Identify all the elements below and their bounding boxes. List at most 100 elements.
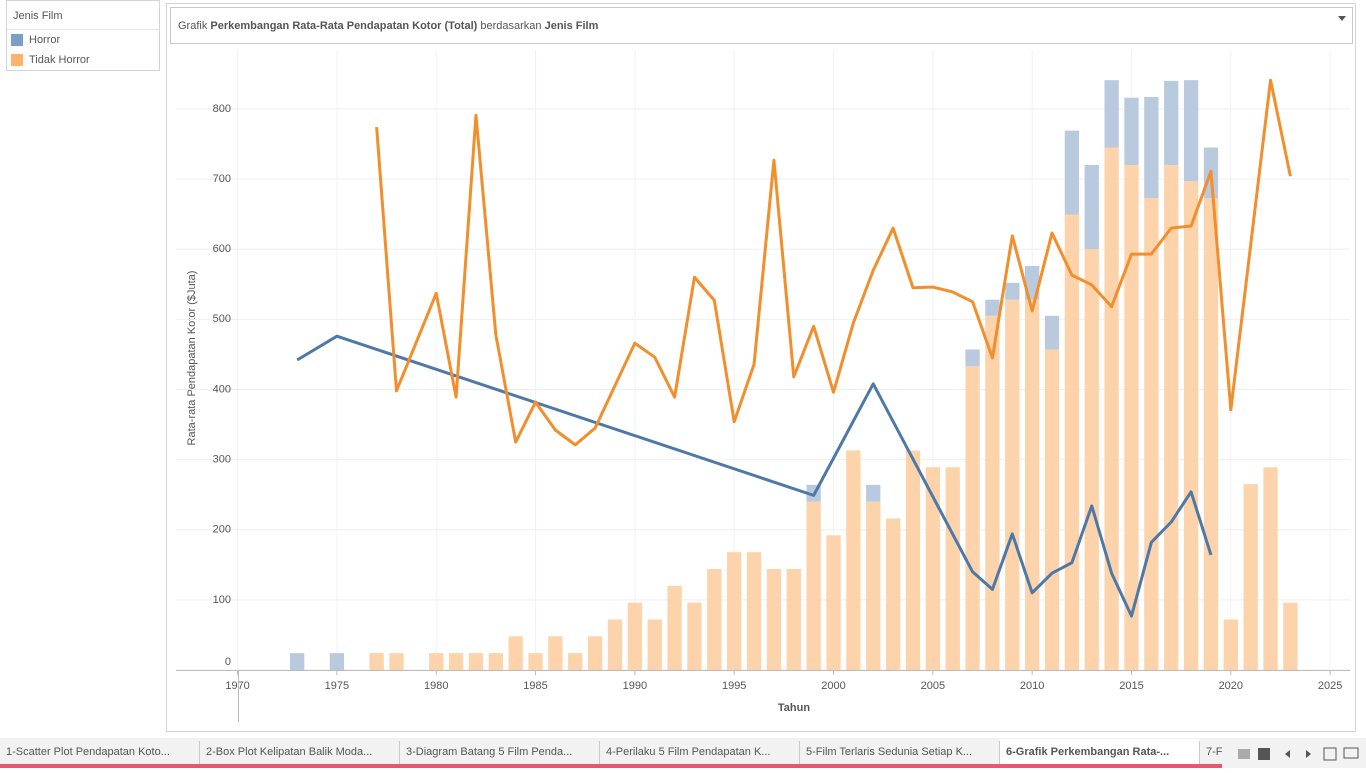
bar [866, 501, 881, 670]
bar [488, 653, 503, 670]
bar [1144, 96, 1159, 198]
x-tick-label: 1995 [722, 680, 746, 692]
bar [647, 619, 662, 670]
bar [548, 636, 563, 670]
bar [985, 299, 1000, 316]
bar [1183, 181, 1199, 670]
bar [587, 636, 603, 670]
tab[interactable] [600, 739, 800, 764]
tab-label[interactable]: 7-F [1206, 746, 1223, 758]
tab[interactable] [800, 739, 1000, 764]
tab[interactable] [1000, 739, 1200, 764]
tab-label[interactable]: 2-Box Plot Kelipatan Balik Moda... [206, 746, 372, 758]
bar [1243, 484, 1258, 670]
legend-swatch [11, 54, 23, 66]
bar [1183, 80, 1199, 182]
bar [885, 518, 901, 670]
bar [1164, 80, 1179, 166]
y-tick-label: 700 [213, 173, 231, 185]
bar [846, 450, 861, 670]
x-tick-label: 1970 [225, 680, 249, 692]
tab-label[interactable]: 5-Film Terlaris Sedunia Setiap K... [806, 746, 972, 758]
legend-swatch [11, 34, 23, 46]
y-tick-label: 400 [213, 383, 231, 395]
bar [1005, 282, 1020, 300]
bar [607, 619, 623, 670]
tab-label[interactable]: 6-Grafik Perkembangan Rata-... [1006, 746, 1169, 758]
x-tick-label: 1985 [523, 680, 547, 692]
title-part: Perkembangan Rata-Rata Pendapatan Kotor … [210, 20, 477, 32]
tab[interactable] [0, 739, 200, 764]
tab[interactable] [200, 739, 400, 764]
title-part: Grafik [178, 20, 210, 32]
bar [806, 501, 821, 670]
legend-label: Horror [29, 34, 61, 46]
bar [508, 636, 523, 670]
y-tick-label: 200 [213, 524, 231, 536]
bar [369, 653, 384, 670]
bar [290, 653, 305, 670]
bar [1005, 299, 1020, 670]
y-tick-label: 100 [213, 594, 231, 606]
toolbar[interactable] [1238, 747, 1359, 761]
x-tick-label: 1990 [623, 680, 647, 692]
bar [468, 653, 484, 670]
x-tick-label: 2025 [1318, 680, 1342, 692]
title-dropdown[interactable] [1338, 16, 1346, 21]
y-axis-label: Rata-rata Pendapatan Kotor ($Juta) [186, 271, 198, 446]
line [375, 78, 1292, 447]
bar [448, 653, 464, 670]
tab-underline [0, 764, 1222, 768]
bar [1223, 619, 1238, 670]
bar [1084, 165, 1099, 250]
y-tick-label: 300 [213, 453, 231, 465]
bar [826, 535, 841, 670]
legend-title: Jenis Film [13, 10, 63, 22]
bar [667, 585, 682, 670]
bar [389, 653, 404, 670]
bar [1104, 147, 1119, 670]
bar [1144, 197, 1159, 670]
bar [925, 467, 940, 670]
tab-label[interactable]: 1-Scatter Plot Pendapatan Koto... [6, 746, 170, 758]
tab-label[interactable]: 3-Diagram Batang 5 Film Penda... [406, 746, 572, 758]
bar [1044, 315, 1060, 350]
line [296, 334, 1213, 618]
title-part: berdasarkan [477, 20, 544, 32]
bar [1084, 249, 1099, 670]
x-tick-label: 1980 [424, 680, 448, 692]
title-part: Jenis Film [545, 20, 599, 32]
bar [1203, 197, 1219, 670]
chart-title: Grafik Perkembangan Rata-Rata Pendapatan… [178, 20, 599, 32]
tab[interactable] [400, 739, 600, 764]
bar [1124, 165, 1139, 670]
y-tick-label: 600 [213, 243, 231, 255]
bar [1104, 80, 1119, 148]
legend-label: Tidak Horror [29, 54, 90, 66]
bar [687, 602, 702, 670]
y-tick-label: 0 [225, 656, 231, 668]
bar [945, 467, 960, 670]
bar [965, 366, 980, 670]
bar [329, 653, 345, 670]
bar [1064, 214, 1080, 670]
bar [429, 653, 444, 670]
bar [1124, 97, 1139, 166]
bar [985, 315, 1000, 670]
bar [1263, 467, 1278, 670]
bar [1164, 165, 1179, 670]
tab-label[interactable]: 4-Perilaku 5 Film Pendapatan K... [606, 746, 770, 758]
title-box[interactable] [170, 7, 1353, 44]
bar [965, 349, 980, 367]
bar [905, 450, 921, 670]
bar [1064, 130, 1080, 215]
y-tick-label: 800 [213, 103, 231, 115]
bar [1283, 602, 1298, 670]
legend-box [6, 0, 160, 71]
bar [627, 602, 643, 670]
bar [1044, 349, 1060, 670]
bar [766, 569, 782, 670]
bar [727, 552, 742, 670]
x-tick-label: 2000 [821, 680, 845, 692]
